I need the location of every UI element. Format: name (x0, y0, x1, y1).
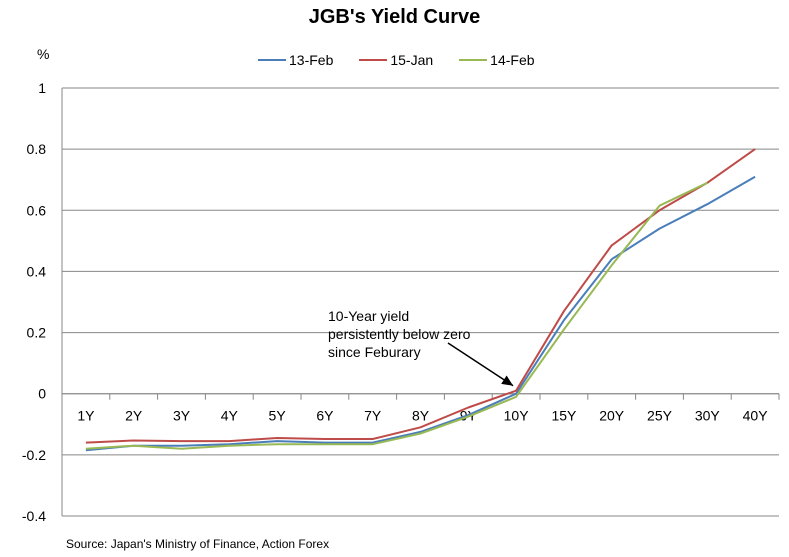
y-tick-label: -0.2 (22, 447, 46, 463)
legend-label-15-jan: 15-Jan (390, 52, 434, 68)
chart-title: JGB's Yield Curve (308, 6, 481, 28)
series-line-13-feb (85, 175, 756, 452)
series-line-14-feb (85, 181, 708, 450)
x-tick-label: 4Y (221, 408, 239, 424)
x-tick-label: 5Y (269, 408, 287, 424)
legend-item-15-jan: 15-Jan (359, 52, 433, 68)
x-tick-label: 40Y (743, 408, 769, 424)
annotation-arrow-head (501, 375, 514, 386)
y-tick-label: -0.4 (22, 508, 46, 524)
annotation-text-line: since Feburary (328, 344, 421, 360)
x-tick-label: 8Y (412, 408, 430, 424)
legend-label-14-feb: 14-Feb (490, 52, 535, 68)
legend-item-13-feb: 13-Feb (258, 52, 333, 68)
y-tick-label: 0.8 (27, 141, 47, 157)
x-tick-label: 15Y (551, 408, 577, 424)
y-tick-label: 0.2 (27, 325, 47, 341)
x-tick-label: 3Y (173, 408, 191, 424)
legend: 13-Feb 15-Jan 14-Feb (258, 52, 561, 68)
x-tick-label: 30Y (695, 408, 721, 424)
annotation-text-line: 10-Year yield (328, 308, 409, 324)
source-note: Source: Japan's Ministry of Finance, Act… (66, 537, 330, 551)
x-tick-label: 1Y (77, 408, 95, 424)
y-tick-label: 0.6 (27, 202, 47, 218)
annotation-text-line: persistently below zero (328, 326, 471, 342)
y-axis-unit-label: % (37, 46, 50, 62)
x-tick-label: 20Y (599, 408, 625, 424)
legend-item-14-feb: 14-Feb (459, 52, 535, 68)
legend-swatch-15-jan (359, 59, 388, 61)
y-tick-label: 0 (38, 386, 46, 402)
series-line-15-jan (85, 148, 756, 444)
legend-label-13-feb: 13-Feb (289, 52, 334, 68)
x-tick-label: 7Y (364, 408, 382, 424)
x-tick-label: 6Y (316, 408, 334, 424)
y-tick-label: 0.4 (27, 263, 47, 279)
x-tick-label: 2Y (125, 408, 143, 424)
legend-swatch-13-feb (258, 59, 286, 61)
annotation-arrow-line (447, 342, 514, 387)
x-tick-label: 25Y (647, 408, 673, 424)
x-tick-label: 10Y (504, 408, 530, 424)
y-tick-label: 1 (38, 80, 46, 96)
legend-swatch-14-feb (459, 59, 488, 61)
